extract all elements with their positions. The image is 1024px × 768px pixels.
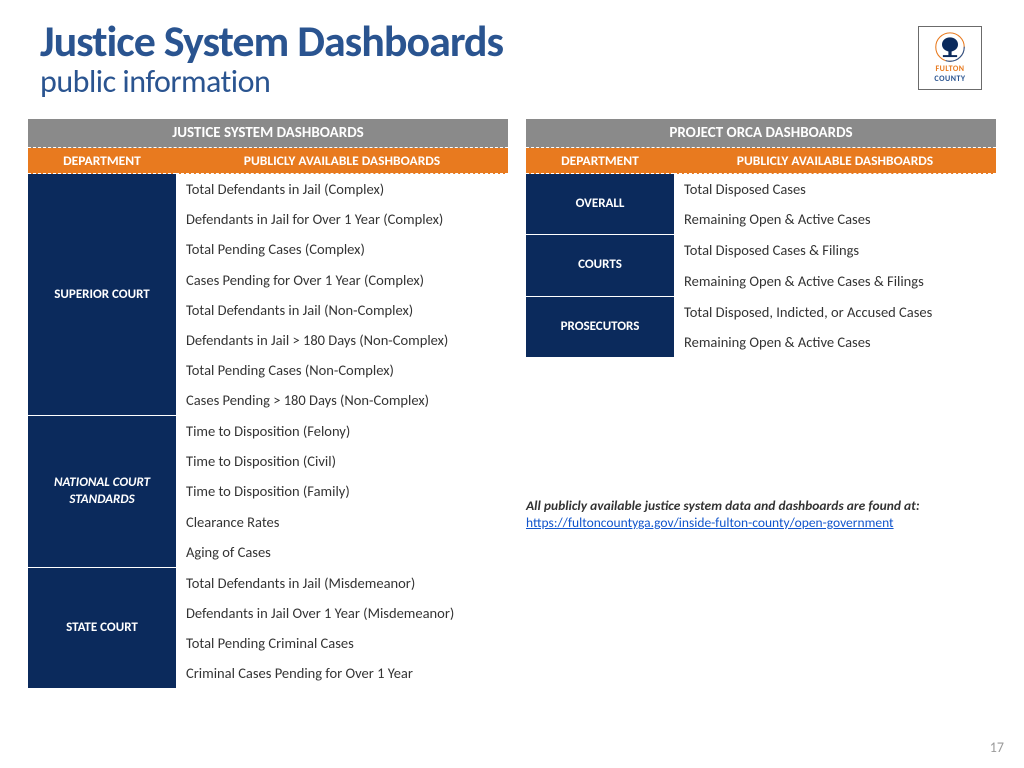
list-item: Total Pending Cases (Non-Complex) <box>176 355 508 385</box>
table-group: PROSECUTORSTotal Disposed, Indicted, or … <box>526 296 996 357</box>
list-item: Cases Pending > 180 Days (Non-Complex) <box>176 385 508 415</box>
list-item: Time to Disposition (Civil) <box>176 446 508 476</box>
group-label: STATE COURT <box>28 568 176 689</box>
right-groups-container: OVERALLTotal Disposed CasesRemaining Ope… <box>526 174 996 357</box>
list-item: Total Pending Criminal Cases <box>176 628 508 658</box>
list-item: Total Defendants in Jail (Non-Complex) <box>176 295 508 325</box>
group-label: PROSECUTORS <box>526 297 674 357</box>
left-col-dept-header: DEPARTMENT <box>28 148 176 174</box>
logo-text-line1: FULTON <box>935 64 964 74</box>
justice-dashboards-panel: JUSTICE SYSTEM DASHBOARDS DEPARTMENT PUB… <box>28 119 508 688</box>
right-col-dash-header: PUBLICLY AVAILABLE DASHBOARDS <box>674 148 996 174</box>
right-panel-title: PROJECT ORCA DASHBOARDS <box>526 119 996 148</box>
note-text: All publicly available justice system da… <box>526 497 916 514</box>
orca-dashboards-panel: PROJECT ORCA DASHBOARDS DEPARTMENT PUBLI… <box>526 119 996 688</box>
slide-header: Justice System Dashboards public informa… <box>0 0 1024 109</box>
page-title: Justice System Dashboards <box>40 18 984 64</box>
table-group: SUPERIOR COURTTotal Defendants in Jail (… <box>28 174 508 415</box>
group-label: OVERALL <box>526 174 674 234</box>
right-column-headers: DEPARTMENT PUBLICLY AVAILABLE DASHBOARDS <box>526 148 996 174</box>
page-subtitle: public information <box>40 62 984 101</box>
table-group: NATIONAL COURT STANDARDSTime to Disposit… <box>28 415 508 567</box>
list-item: Cases Pending for Over 1 Year (Complex) <box>176 265 508 295</box>
logo-text-line2: COUNTY <box>934 74 965 84</box>
table-group: COURTSTotal Disposed Cases & FilingsRema… <box>526 234 996 295</box>
list-item: Total Disposed, Indicted, or Accused Cas… <box>674 297 996 327</box>
table-group: STATE COURTTotal Defendants in Jail (Mis… <box>28 567 508 689</box>
list-item: Remaining Open & Active Cases & Filings <box>674 266 996 296</box>
list-item: Aging of Cases <box>176 537 508 567</box>
tree-icon <box>932 32 968 64</box>
left-column-headers: DEPARTMENT PUBLICLY AVAILABLE DASHBOARDS <box>28 148 508 174</box>
right-col-dept-header: DEPARTMENT <box>526 148 674 174</box>
list-item: Total Defendants in Jail (Misdemeanor) <box>176 568 508 598</box>
open-government-link[interactable]: https://fultoncountyga.gov/inside-fulton… <box>526 514 894 531</box>
page-number: 17 <box>990 739 1004 756</box>
list-item: Total Pending Cases (Complex) <box>176 234 508 264</box>
left-groups-container: SUPERIOR COURTTotal Defendants in Jail (… <box>28 174 508 688</box>
left-col-dash-header: PUBLICLY AVAILABLE DASHBOARDS <box>176 148 508 174</box>
list-item: Time to Disposition (Family) <box>176 476 508 506</box>
group-label: COURTS <box>526 235 674 295</box>
list-item: Total Disposed Cases <box>674 174 996 204</box>
group-items: Total Disposed CasesRemaining Open & Act… <box>674 174 996 234</box>
list-item: Remaining Open & Active Cases <box>674 204 996 234</box>
group-label: NATIONAL COURT STANDARDS <box>28 416 176 567</box>
list-item: Criminal Cases Pending for Over 1 Year <box>176 658 508 688</box>
data-source-note: All publicly available justice system da… <box>526 497 996 531</box>
left-panel-title: JUSTICE SYSTEM DASHBOARDS <box>28 119 508 148</box>
group-items: Time to Disposition (Felony)Time to Disp… <box>176 416 508 567</box>
list-item: Total Defendants in Jail (Complex) <box>176 174 508 204</box>
content-area: JUSTICE SYSTEM DASHBOARDS DEPARTMENT PUB… <box>0 109 1024 688</box>
table-group: OVERALLTotal Disposed CasesRemaining Ope… <box>526 174 996 234</box>
fulton-county-logo: FULTON COUNTY <box>918 26 982 90</box>
list-item: Defendants in Jail > 180 Days (Non-Compl… <box>176 325 508 355</box>
list-item: Time to Disposition (Felony) <box>176 416 508 446</box>
group-label: SUPERIOR COURT <box>28 174 176 415</box>
group-items: Total Defendants in Jail (Misdemeanor)De… <box>176 568 508 689</box>
list-item: Defendants in Jail for Over 1 Year (Comp… <box>176 204 508 234</box>
list-item: Defendants in Jail Over 1 Year (Misdemea… <box>176 598 508 628</box>
list-item: Total Disposed Cases & Filings <box>674 235 996 265</box>
list-item: Clearance Rates <box>176 507 508 537</box>
group-items: Total Disposed, Indicted, or Accused Cas… <box>674 297 996 357</box>
list-item: Remaining Open & Active Cases <box>674 327 996 357</box>
group-items: Total Disposed Cases & FilingsRemaining … <box>674 235 996 295</box>
group-items: Total Defendants in Jail (Complex)Defend… <box>176 174 508 415</box>
